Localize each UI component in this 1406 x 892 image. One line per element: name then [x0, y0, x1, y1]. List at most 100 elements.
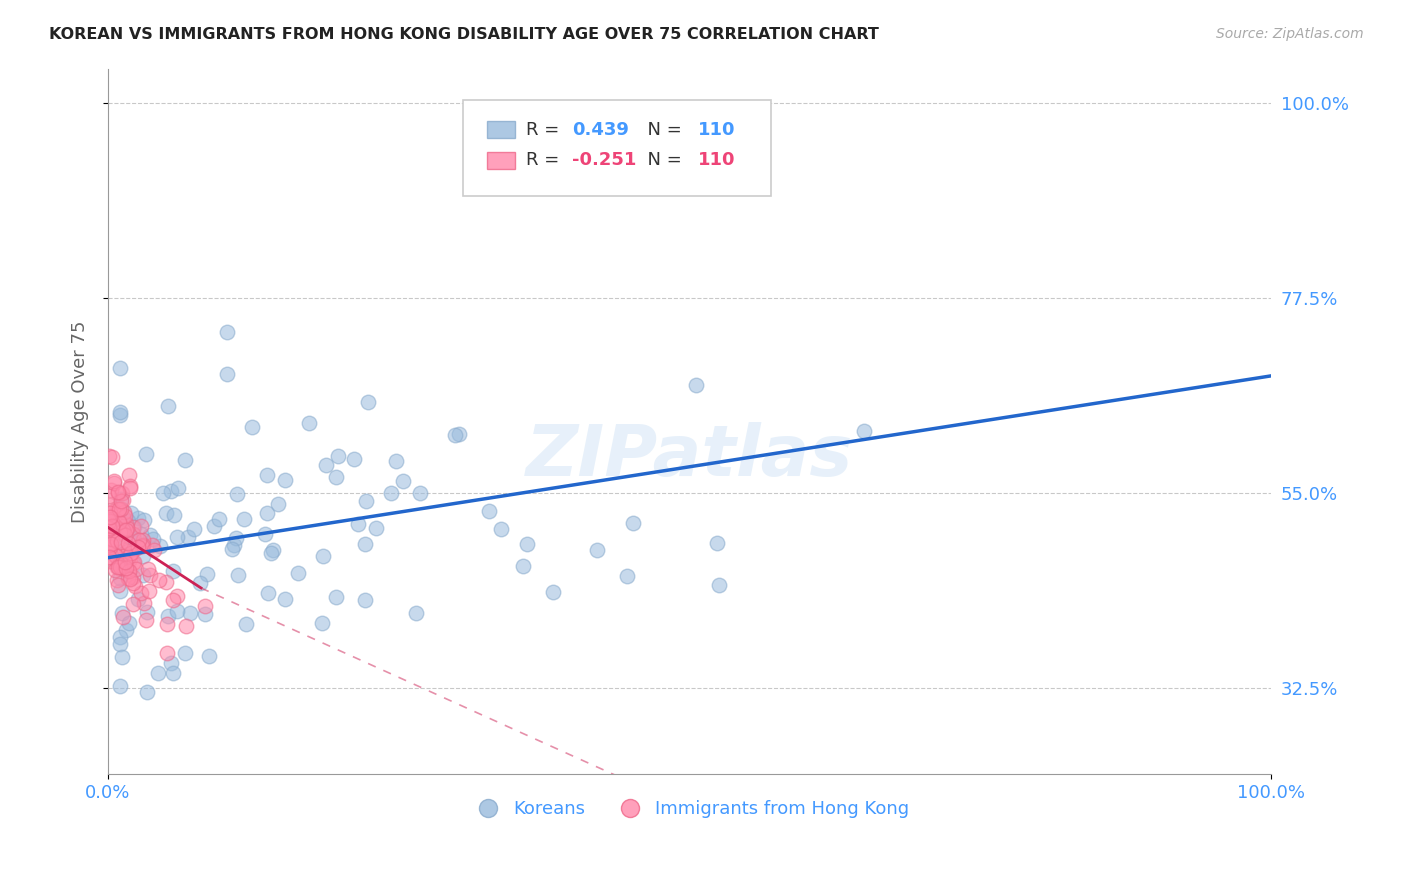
Point: [129, 586, 152, 600]
Point: [105, 534, 128, 549]
Point: [101, 450, 124, 465]
Point: [325, 470, 347, 484]
Point: [98, 510, 121, 524]
Point: [100, 537, 122, 551]
Y-axis label: Disability Age Over 75: Disability Age Over 75: [72, 320, 89, 523]
Point: [110, 524, 132, 538]
Point: [108, 558, 131, 572]
Point: [253, 527, 276, 541]
Point: [98, 514, 121, 528]
Point: [138, 584, 160, 599]
Point: [706, 536, 728, 550]
Point: [193, 599, 215, 613]
Point: [115, 521, 138, 535]
Point: [129, 526, 152, 541]
Point: [110, 534, 132, 549]
Point: [122, 575, 145, 590]
Point: [118, 552, 141, 566]
Point: [101, 533, 124, 547]
Point: [346, 516, 368, 531]
FancyBboxPatch shape: [486, 121, 515, 138]
Point: [104, 524, 127, 539]
Point: [112, 523, 135, 537]
Point: [104, 563, 127, 577]
Point: [226, 487, 249, 501]
Point: [174, 618, 197, 632]
Point: [357, 395, 380, 409]
Point: [195, 567, 218, 582]
Point: [132, 549, 155, 564]
Point: [108, 405, 131, 419]
Point: [354, 537, 377, 551]
Point: [135, 685, 157, 699]
Point: [111, 486, 134, 500]
Point: [107, 577, 129, 591]
Point: [98, 506, 121, 520]
Point: [118, 468, 141, 483]
Point: [183, 522, 205, 536]
Point: [124, 579, 146, 593]
Point: [122, 519, 145, 533]
Point: [135, 613, 157, 627]
Point: [233, 511, 256, 525]
Point: [217, 367, 239, 381]
Point: [100, 511, 122, 525]
Point: [156, 617, 179, 632]
Point: [135, 448, 157, 462]
Point: [127, 591, 149, 606]
Point: [122, 570, 145, 584]
Text: -0.251: -0.251: [572, 152, 637, 169]
Point: [149, 540, 172, 554]
Point: [105, 559, 128, 574]
Point: [118, 481, 141, 495]
Point: [98, 549, 121, 564]
Point: [117, 564, 139, 578]
Point: [112, 534, 135, 549]
Point: [134, 596, 156, 610]
Point: [447, 427, 470, 442]
Point: [111, 492, 134, 507]
Point: [125, 562, 148, 576]
Point: [131, 539, 153, 553]
Point: [105, 573, 128, 587]
Point: [115, 516, 138, 531]
Point: [138, 528, 160, 542]
Point: [853, 425, 876, 439]
Point: [260, 546, 283, 560]
Point: [621, 516, 644, 530]
Point: [326, 450, 349, 464]
Point: [98, 540, 121, 554]
Point: [298, 416, 321, 430]
Point: [157, 608, 180, 623]
Point: [114, 555, 136, 569]
Point: [100, 483, 122, 498]
Point: [176, 530, 198, 544]
Point: [208, 512, 231, 526]
Point: [111, 557, 134, 571]
Point: [112, 505, 135, 519]
Point: [108, 637, 131, 651]
Point: [685, 378, 707, 392]
Point: [108, 525, 131, 540]
Text: 110: 110: [697, 121, 735, 139]
Point: [105, 549, 128, 563]
Point: [115, 524, 138, 538]
Point: [354, 592, 377, 607]
FancyBboxPatch shape: [486, 152, 515, 169]
Point: [98, 449, 121, 463]
Point: [105, 501, 128, 516]
Point: [315, 458, 337, 472]
Point: [120, 530, 142, 544]
Point: [111, 610, 134, 624]
Point: [114, 509, 136, 524]
Text: ZIPatlas: ZIPatlas: [526, 422, 853, 491]
Point: [221, 542, 243, 557]
Point: [146, 665, 169, 680]
Point: [256, 506, 278, 520]
Point: [257, 586, 280, 600]
Point: [156, 646, 179, 660]
Point: [174, 647, 197, 661]
Point: [160, 483, 183, 498]
Point: [108, 361, 131, 376]
Point: [107, 484, 129, 499]
